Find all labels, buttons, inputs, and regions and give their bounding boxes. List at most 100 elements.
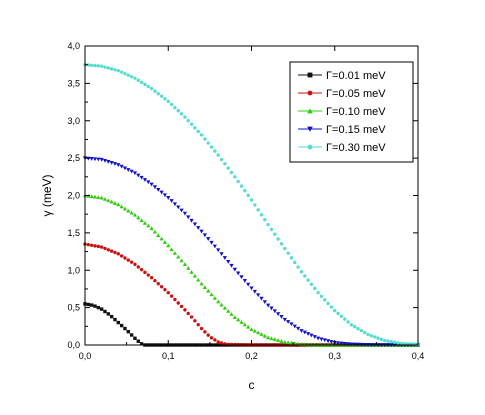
series-4 <box>82 156 421 348</box>
data-point <box>89 243 94 247</box>
data-point <box>336 311 340 316</box>
data-point <box>109 249 114 253</box>
data-point <box>133 336 137 340</box>
data-point <box>249 198 254 202</box>
data-point <box>96 157 101 162</box>
data-point <box>226 308 231 313</box>
data-point <box>266 222 270 227</box>
data-point <box>86 242 91 247</box>
data-point <box>172 202 178 207</box>
data-point <box>276 237 280 241</box>
data-point <box>92 157 98 162</box>
data-point <box>176 205 181 210</box>
x-tick-label: 0,0 <box>79 351 92 361</box>
data-point <box>199 229 204 234</box>
data-point <box>149 226 154 231</box>
data-point <box>316 336 321 341</box>
data-point <box>89 194 94 199</box>
data-point <box>262 300 267 305</box>
legend-entry: Γ=0.10 meV <box>298 106 386 118</box>
data-point <box>189 122 194 126</box>
data-point <box>189 315 194 319</box>
data-point <box>109 199 114 204</box>
data-point <box>126 168 131 172</box>
data-point <box>139 342 144 346</box>
data-point <box>202 233 207 238</box>
data-point <box>86 302 91 307</box>
data-point <box>163 97 167 101</box>
data-point <box>325 339 331 344</box>
data-point <box>339 341 344 346</box>
data-point <box>86 63 91 67</box>
data-point <box>136 215 141 220</box>
legend-entry: Γ=0.01 meV <box>298 70 386 82</box>
series-2 <box>83 242 420 347</box>
data-point <box>112 162 118 166</box>
data-point <box>229 170 234 175</box>
data-point <box>139 80 144 85</box>
data-point <box>179 258 184 263</box>
data-point <box>106 248 111 252</box>
data-point <box>162 193 168 198</box>
data-point <box>149 86 154 91</box>
data-point <box>206 141 210 145</box>
data-point <box>356 327 360 331</box>
y-tick-label: 2,5 <box>67 153 80 163</box>
y-tick-label: 2,0 <box>67 191 80 201</box>
data-point <box>226 166 230 170</box>
legend-label: Γ=0.15 meV <box>326 124 386 136</box>
data-point <box>219 341 224 345</box>
data-point <box>329 305 334 309</box>
data-point <box>109 161 114 165</box>
data-point <box>216 248 221 253</box>
x-tick-label: 0,2 <box>245 351 258 361</box>
legend-marker <box>307 126 313 132</box>
data-point <box>89 63 94 67</box>
data-point <box>113 317 117 322</box>
data-point <box>199 133 204 137</box>
x-axis-label: c <box>249 378 255 392</box>
legend-entry: Γ=0.05 meV <box>298 88 386 100</box>
data-point <box>99 195 104 200</box>
data-point <box>252 328 257 333</box>
data-point <box>186 215 191 220</box>
data-point <box>129 169 134 174</box>
x-tick-label: 0,3 <box>328 351 341 361</box>
data-point <box>293 260 297 265</box>
data-point <box>389 340 394 344</box>
y-tick-label: 0,5 <box>67 303 80 313</box>
data-point <box>136 265 140 269</box>
data-point <box>249 286 254 291</box>
data-point <box>103 309 107 314</box>
data-point <box>396 341 400 345</box>
y-axis-label: γ (meV) <box>40 174 54 216</box>
data-point <box>196 129 200 134</box>
data-point <box>289 322 294 327</box>
data-point <box>326 301 330 306</box>
data-point <box>232 315 237 320</box>
data-point <box>269 227 274 232</box>
data-point <box>209 145 214 149</box>
data-point <box>206 288 211 293</box>
data-point <box>313 286 317 291</box>
data-point <box>229 263 234 268</box>
data-point <box>126 258 130 262</box>
data-point <box>316 290 320 295</box>
data-point <box>229 312 234 316</box>
data-point <box>299 329 304 333</box>
y-tick-label: 0,0 <box>67 340 80 350</box>
series-3 <box>82 193 421 347</box>
data-point <box>286 251 290 255</box>
data-point <box>363 330 367 335</box>
data-point <box>223 162 227 166</box>
data-point <box>296 326 301 331</box>
data-point <box>329 340 334 344</box>
data-point <box>236 271 241 276</box>
data-point <box>93 304 97 308</box>
data-point <box>249 327 254 332</box>
data-point <box>242 279 247 283</box>
data-point <box>136 339 140 343</box>
data-point <box>106 66 111 70</box>
data-point <box>359 328 364 333</box>
data-point <box>142 220 148 225</box>
